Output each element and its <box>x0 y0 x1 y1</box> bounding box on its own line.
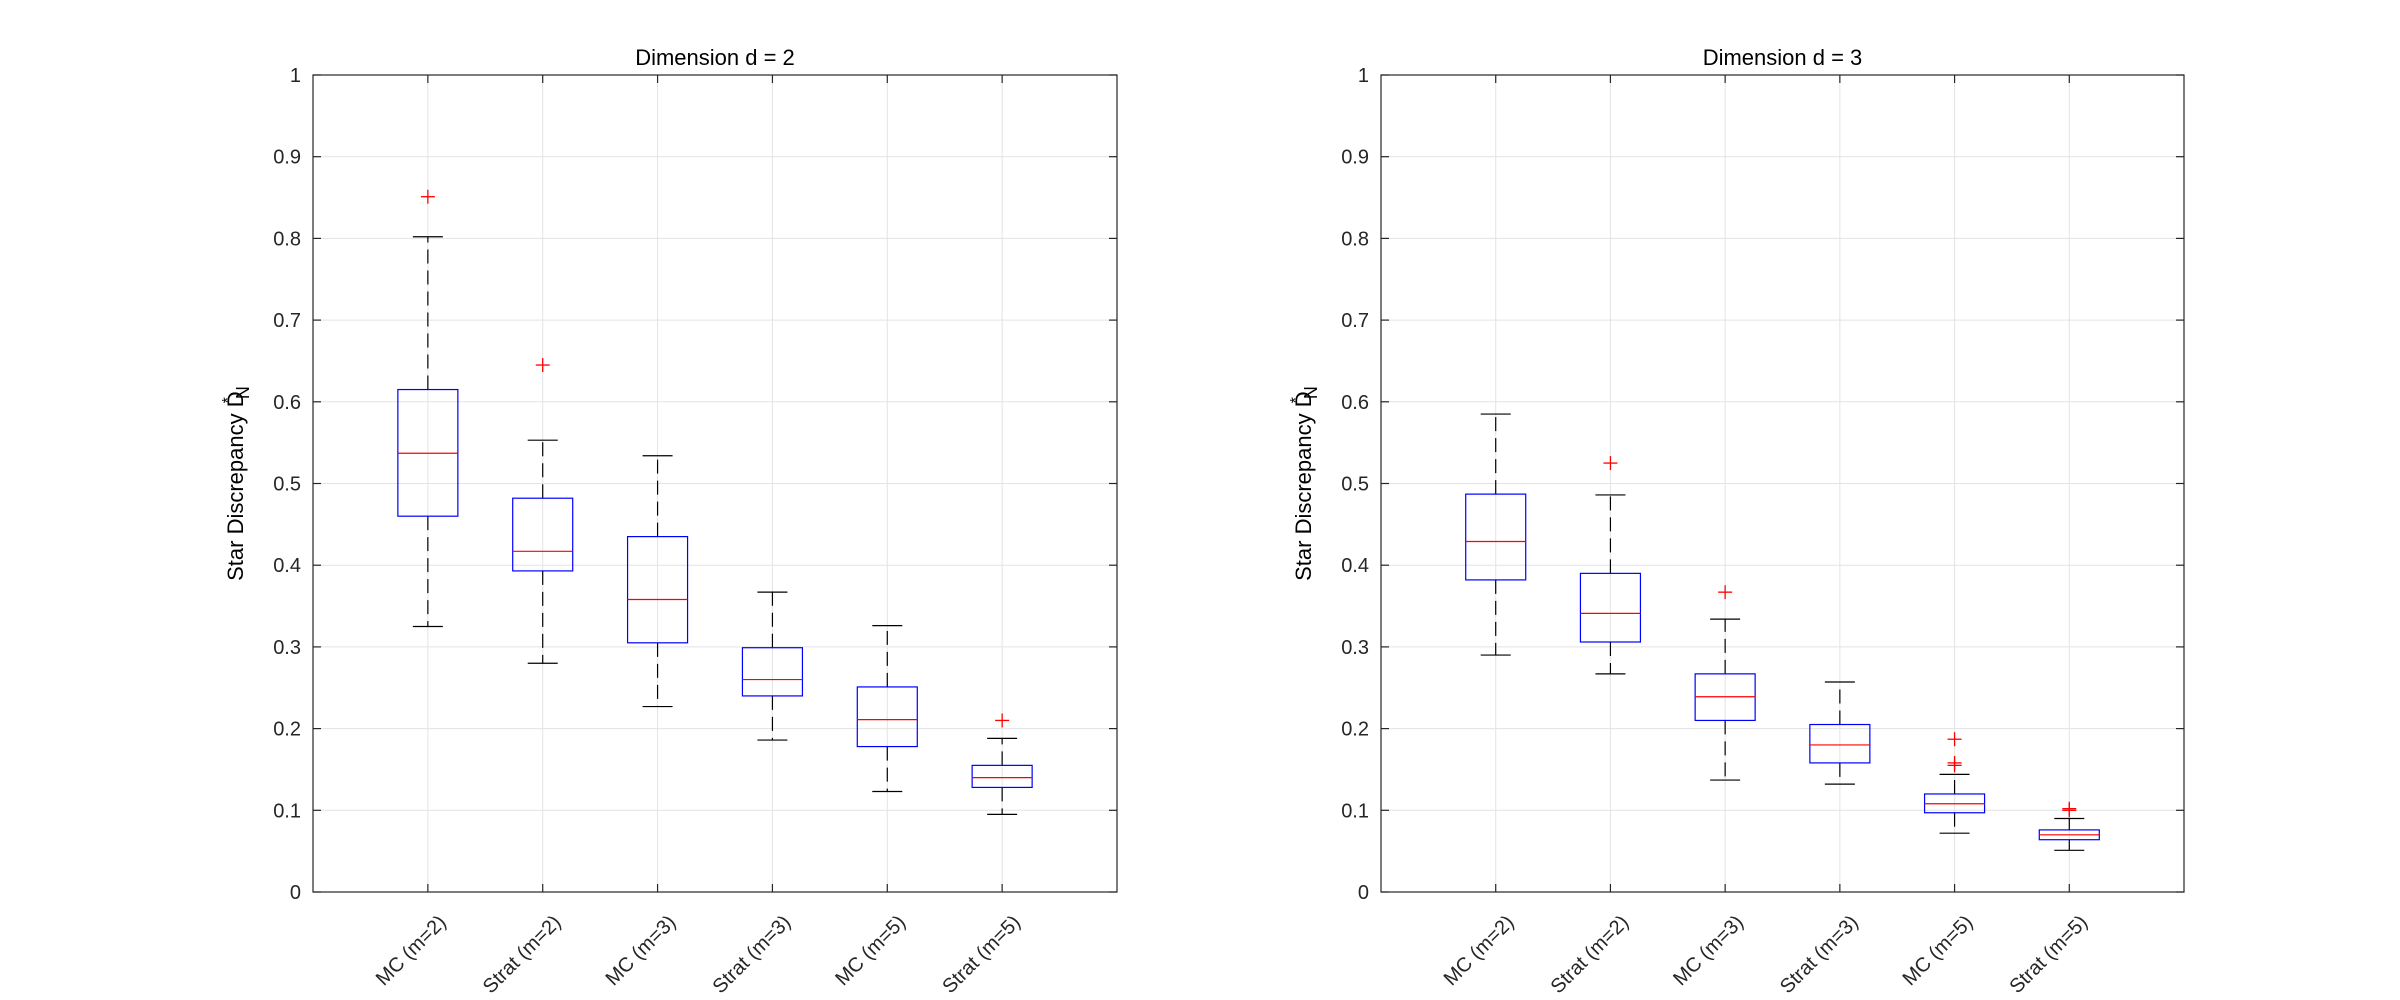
outlier-marker <box>420 189 435 204</box>
outlier-marker <box>2062 801 2077 816</box>
outlier-marker <box>995 713 1010 728</box>
y-tick-label: 0.2 <box>1341 719 1369 741</box>
chart-title: Dimension d = 3 <box>1703 45 1863 70</box>
y-tick-label: 0.7 <box>1341 310 1369 332</box>
y-tick-label: 0.6 <box>273 392 301 414</box>
y-tick-label: 0.1 <box>1341 800 1369 822</box>
iqr-box <box>512 497 574 572</box>
y-tick-label: 0.3 <box>1341 637 1369 659</box>
y-axis-label-main: Star Discrepancy D <box>223 391 248 581</box>
outlier-marker <box>1947 732 1962 747</box>
y-axis-label-subscript: N <box>233 386 253 399</box>
y-tick-label: 0.4 <box>1341 555 1369 577</box>
iqr-box <box>1809 723 1871 764</box>
box-plot-5 <box>1923 732 1986 834</box>
box-plot-3 <box>1694 585 1756 781</box>
iqr-box <box>1465 493 1527 581</box>
iqr-box <box>856 686 918 748</box>
box-plot-2 <box>512 358 574 664</box>
box-plot-3 <box>626 455 689 708</box>
outlier-marker <box>1718 585 1733 600</box>
box-plot-4 <box>741 591 804 741</box>
y-axis-label: Star Discrepancy D*N <box>220 386 253 581</box>
outlier-marker <box>535 358 550 373</box>
y-tick-label: 0.2 <box>273 719 301 741</box>
box-plot-6 <box>2038 801 2100 851</box>
outlier-marker <box>1947 755 1962 770</box>
y-tick-label: 0 <box>1358 882 1369 904</box>
box-plot-1 <box>397 189 459 628</box>
y-tick-label: 0.8 <box>1341 228 1369 250</box>
iqr-box <box>626 536 689 644</box>
iqr-box <box>971 764 1033 789</box>
y-axis-label-superscript: * <box>220 397 237 403</box>
y-tick-label: 0.8 <box>273 228 301 250</box>
box-plot-1 <box>1465 413 1527 656</box>
y-tick-label: 0.1 <box>273 800 301 822</box>
box-plot-4 <box>1809 681 1871 785</box>
y-tick-label: 0.9 <box>1341 147 1369 169</box>
outlier-marker <box>1603 456 1618 471</box>
y-tick-label: 0.5 <box>1341 474 1369 496</box>
y-tick-label: 0.6 <box>1341 392 1369 414</box>
box-plot-5 <box>856 625 918 793</box>
y-axis-label: Star Discrepancy D*N <box>1288 386 1321 581</box>
y-tick-label: 0.3 <box>273 637 301 659</box>
box-plot-6 <box>971 713 1033 815</box>
chart-title: Dimension d = 2 <box>635 45 795 70</box>
y-tick-label: 1 <box>1358 65 1369 87</box>
y-tick-label: 0.9 <box>273 147 301 169</box>
y-tick-label: 0.7 <box>273 310 301 332</box>
iqr-box <box>741 647 804 697</box>
y-tick-label: 0.4 <box>273 555 301 577</box>
y-axis-label-main: Star Discrepancy D <box>1291 391 1316 581</box>
y-tick-label: 1 <box>290 65 301 87</box>
y-tick-label: 0 <box>290 882 301 904</box>
iqr-box <box>1579 572 1642 643</box>
y-axis-label-subscript: N <box>1301 386 1321 399</box>
box-plot-2 <box>1579 456 1642 675</box>
y-tick-label: 0.5 <box>273 474 301 496</box>
y-axis-label-superscript: * <box>1288 397 1305 403</box>
